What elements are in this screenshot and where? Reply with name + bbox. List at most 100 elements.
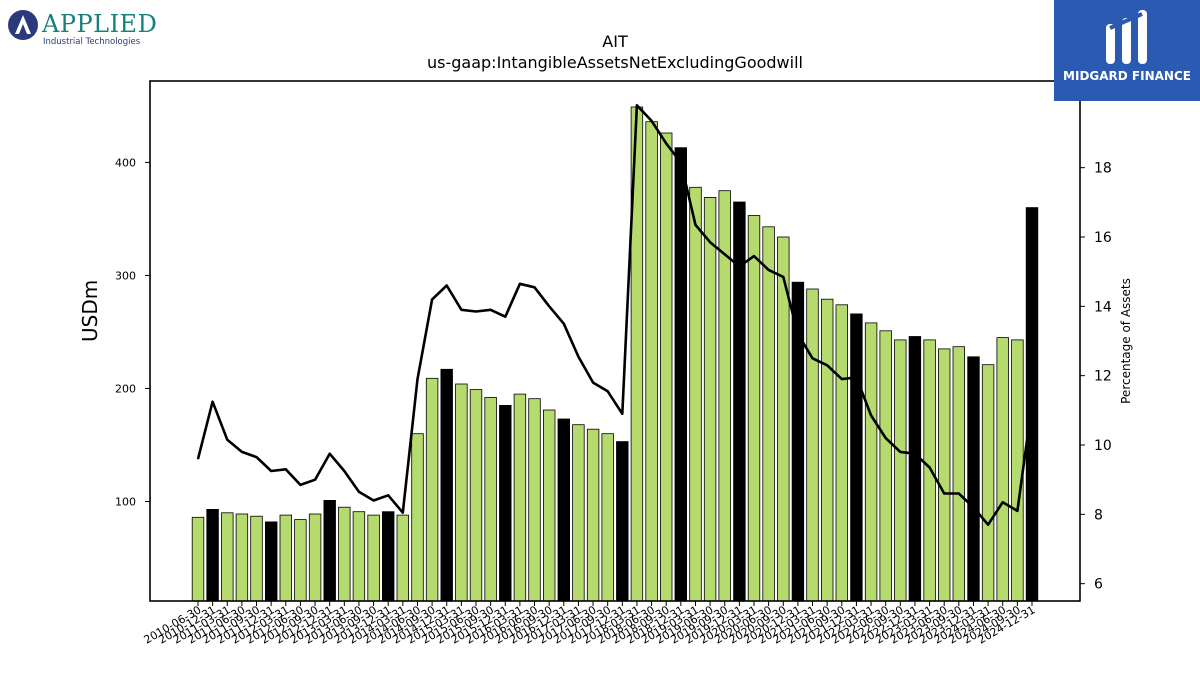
line-point-2015-12-31 <box>504 316 506 318</box>
line-point-2014-12-31 <box>446 284 448 287</box>
line-point-2011-06-30 <box>241 451 243 453</box>
line-point-2024-09-30 <box>1016 510 1019 512</box>
bar-2012-12-31 <box>323 499 336 602</box>
bar-2017-12-31 <box>616 441 629 602</box>
bar-2010-06-30 <box>191 516 205 602</box>
line-point-2024-06-30 <box>1002 501 1004 503</box>
line-point-2011-12-31 <box>270 470 272 472</box>
bar-2014-03-31 <box>396 514 410 602</box>
line-point-2022-06-30 <box>885 437 887 439</box>
bar-2018-12-31 <box>674 147 688 602</box>
bar-2013-09-30 <box>367 514 380 602</box>
bar-2012-03-31 <box>279 514 293 602</box>
line-point-2022-09-30 <box>899 451 901 453</box>
left-tick-label: 300 <box>115 269 136 282</box>
bar-2021-06-30 <box>821 298 834 602</box>
line-point-2019-09-30 <box>724 253 726 255</box>
line-point-2012-06-30 <box>299 484 301 486</box>
bar-2023-12-31 <box>967 356 980 602</box>
line-point-2022-03-31 <box>870 414 872 417</box>
bar-2019-06-30 <box>703 196 717 602</box>
line-point-2019-03-31 <box>694 224 697 226</box>
line-point-2023-06-30 <box>943 492 945 495</box>
line-point-2019-06-30 <box>709 241 711 243</box>
bar-2017-03-31 <box>572 424 585 602</box>
bar-2019-03-31 <box>689 186 702 602</box>
bar-2013-06-30 <box>352 511 366 602</box>
line-point-2013-09-30 <box>373 499 375 502</box>
bar-2012-09-30 <box>308 513 322 602</box>
line-point-2013-03-31 <box>343 470 345 472</box>
left-tick-label: 100 <box>115 496 136 509</box>
line-point-2018-06-30 <box>651 120 653 122</box>
bar-2023-03-31 <box>923 339 936 602</box>
line-point-2018-03-31 <box>636 104 638 106</box>
bar-2024-09-30 <box>1011 339 1024 602</box>
bar-2017-09-30 <box>601 433 614 602</box>
bar-2013-03-31 <box>338 506 351 602</box>
line-point-2024-03-31 <box>987 524 989 526</box>
line-point-2012-09-30 <box>314 479 316 481</box>
chart-title: AIT <box>602 32 628 51</box>
line-point-2018-12-31 <box>680 161 682 164</box>
bar-series <box>191 106 1039 602</box>
line-point-2020-12-31 <box>797 333 799 335</box>
bar-2011-03-31 <box>221 512 234 602</box>
line-point-2017-06-30 <box>592 382 594 384</box>
bar-2018-09-30 <box>660 132 673 602</box>
bar-2023-09-30 <box>952 346 966 602</box>
line-point-2024-12-31 <box>1031 402 1033 404</box>
line-point-2020-09-30 <box>782 276 784 278</box>
right-tick-label: 12 <box>1094 369 1112 385</box>
bar-2015-06-30 <box>469 389 483 602</box>
bar-2010-12-31 <box>206 508 219 602</box>
line-point-2016-12-31 <box>563 323 565 325</box>
line-point-2021-12-31 <box>855 376 858 378</box>
line-point-2020-06-30 <box>768 269 770 271</box>
bar-2016-09-30 <box>543 409 556 602</box>
line-point-2015-09-30 <box>490 309 492 311</box>
bar-2022-09-30 <box>894 339 907 602</box>
left-tick-label: 200 <box>115 382 136 395</box>
bar-2016-06-30 <box>528 398 541 602</box>
bar-2022-03-31 <box>864 322 878 602</box>
bar-2012-06-30 <box>294 519 307 602</box>
bar-2015-09-30 <box>484 397 497 602</box>
line-point-2016-09-30 <box>548 305 550 307</box>
midgard-brand: MIDGARD FINANCE <box>1063 69 1191 83</box>
bar-2024-03-31 <box>981 364 995 602</box>
left-axis-label: USDm <box>78 279 102 342</box>
line-point-2017-09-30 <box>607 390 609 392</box>
bar-2022-06-30 <box>879 330 892 602</box>
bar-2014-12-31 <box>440 368 453 602</box>
line-point-2019-12-31 <box>738 265 741 268</box>
right-tick-label: 14 <box>1094 299 1112 315</box>
line-point-2015-03-31 <box>460 309 462 311</box>
bar-2015-03-31 <box>455 383 468 602</box>
axes-frame <box>149 80 1081 602</box>
percentage-line <box>196 104 1034 527</box>
bar-2021-12-31 <box>850 313 863 602</box>
line-point-2015-06-30 <box>475 310 477 313</box>
line-point-2018-09-30 <box>665 142 667 144</box>
bar-2011-06-30 <box>235 513 249 602</box>
line-point-2016-06-30 <box>533 286 536 288</box>
line-point-2010-06-30 <box>197 458 199 460</box>
bar-2017-06-30 <box>586 428 600 602</box>
line-point-2013-12-31 <box>387 494 389 496</box>
bar-2020-06-30 <box>762 226 775 602</box>
x-axis-ticks: 2010-06-302010-12-312011-03-312011-06-30… <box>142 601 1038 647</box>
line-point-2021-09-30 <box>841 378 843 380</box>
bar-2021-03-31 <box>806 288 819 602</box>
right-tick-label: 16 <box>1094 230 1112 246</box>
chart-subtitle: us-gaap:IntangibleAssetsNetExcludingGood… <box>427 53 803 72</box>
bar-2014-09-30 <box>425 377 439 602</box>
bar-2020-03-31 <box>747 215 761 602</box>
bar-2011-12-31 <box>264 521 278 602</box>
midgard-emblem-icon <box>1106 10 1147 64</box>
right-axis-ticks: 6 8 10 12 14 16 18 <box>1080 161 1112 593</box>
line-point-2014-03-31 <box>402 511 404 514</box>
line-series <box>196 104 1034 527</box>
right-tick-label: 8 <box>1094 507 1103 523</box>
